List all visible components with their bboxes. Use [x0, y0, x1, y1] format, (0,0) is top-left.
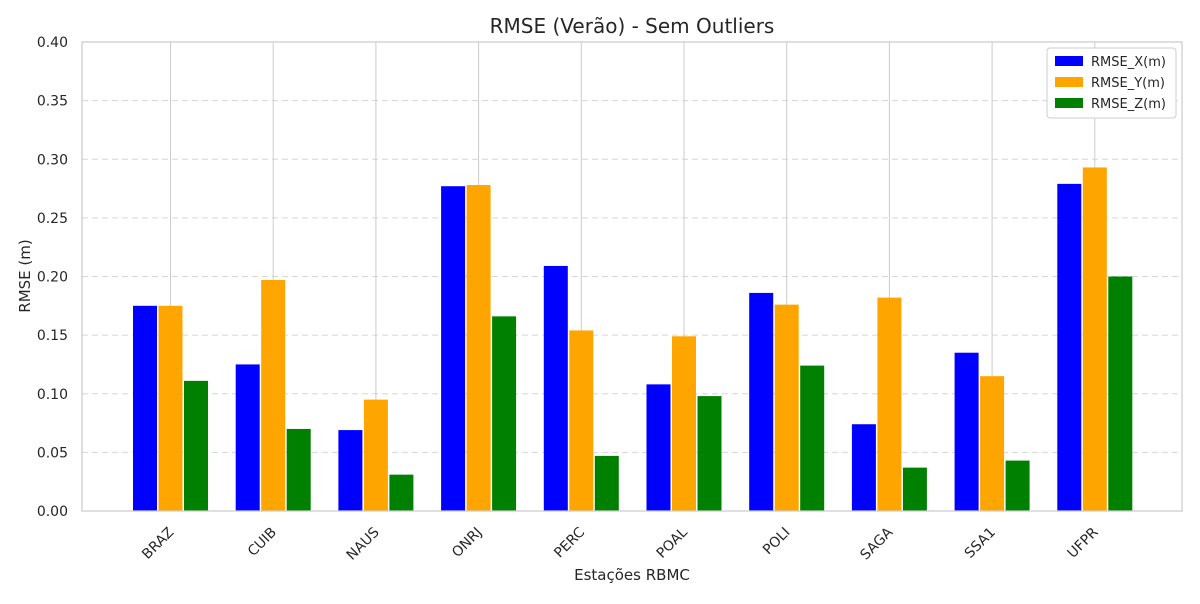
bar-ssa1-x [954, 352, 979, 511]
x-tick-label: BRAZ [139, 525, 177, 563]
plot-frame [81, 41, 1183, 512]
y-tick-label: 0.05 [37, 445, 68, 461]
bar-braz-y [158, 305, 183, 511]
y-tick-label: 0.25 [37, 211, 68, 227]
bar-braz-z [184, 380, 208, 511]
chart-legend: RMSE_X(m) RMSE_Y(m) RMSE_Z(m) [1046, 47, 1177, 119]
legend-swatch [1055, 98, 1083, 108]
x-tick-label: NAUS [344, 524, 383, 563]
bar-poli-y [774, 304, 799, 511]
legend-swatch [1055, 77, 1083, 87]
legend-label: RMSE_Y(m) [1091, 76, 1165, 91]
bar-poal-z [697, 396, 722, 511]
bar-naus-z [389, 474, 414, 511]
x-tick-label: UFPR [1065, 524, 1102, 561]
bar-onrj-z [492, 316, 517, 511]
y-tick-label: 0.20 [37, 270, 68, 286]
bar-ufpr-x [1057, 183, 1082, 511]
legend-swatch [1055, 56, 1083, 66]
x-tick-label: POAL [654, 524, 691, 561]
bar-naus-y [363, 399, 388, 511]
x-tick-label: SSA1 [962, 525, 999, 562]
legend-label: RMSE_X(m) [1091, 55, 1166, 70]
legend-label: RMSE_Z(m) [1091, 97, 1166, 112]
bar-saga-z [902, 467, 927, 511]
y-tick-label: 0.40 [37, 35, 68, 51]
bar-onrj-x [441, 186, 466, 511]
bar-perc-y [569, 330, 594, 511]
x-axis-label: Estações RBMC [574, 566, 690, 584]
bar-poli-z [800, 365, 825, 511]
y-axis-ticks: 0.00 0.05 0.10 0.15 0.20 0.25 0.30 0.35 0.40 [37, 35, 68, 520]
bar-cuib-x [235, 364, 260, 511]
bar-cuib-y [261, 280, 286, 511]
x-tick-label: ONRJ [449, 525, 485, 561]
x-axis-ticks: BRAZ CUIB NAUS ONRJ PERC POAL POLI SAGA SSA1 UFPR [139, 524, 1102, 563]
y-tick-label: 0.15 [37, 328, 68, 344]
y-axis-label: RMSE (m) [16, 239, 34, 312]
bar-perc-z [594, 455, 619, 511]
bar-poli-x [749, 292, 774, 511]
bars-layer [133, 167, 1133, 512]
bar-saga-x [851, 424, 876, 511]
bar-poal-x [646, 384, 671, 511]
legend-items: RMSE_X(m) RMSE_Y(m) RMSE_Z(m) [1055, 55, 1166, 112]
x-tick-label: POLI [760, 525, 794, 559]
y-tick-label: 0.00 [37, 504, 68, 520]
bar-ufpr-z [1108, 276, 1133, 511]
x-tick-label: CUIB [245, 525, 280, 560]
x-tick-label: SAGA [857, 524, 896, 563]
bar-braz-x [133, 305, 157, 511]
bar-cuib-z [286, 428, 311, 511]
bar-ssa1-z [1005, 460, 1030, 511]
bar-poal-y [672, 336, 696, 511]
bar-ssa1-y [980, 376, 1005, 511]
chart-title: RMSE (Verão) - Sem Outliers [490, 14, 775, 38]
bar-saga-y [877, 297, 902, 511]
y-tick-label: 0.35 [37, 94, 68, 110]
bar-naus-x [338, 430, 363, 511]
x-tick-label: PERC [551, 524, 588, 561]
bar-onrj-y [466, 185, 491, 512]
bar-perc-x [543, 265, 568, 511]
y-tick-label: 0.30 [37, 152, 68, 168]
bar-ufpr-y [1082, 167, 1107, 511]
y-tick-label: 0.10 [37, 387, 68, 403]
